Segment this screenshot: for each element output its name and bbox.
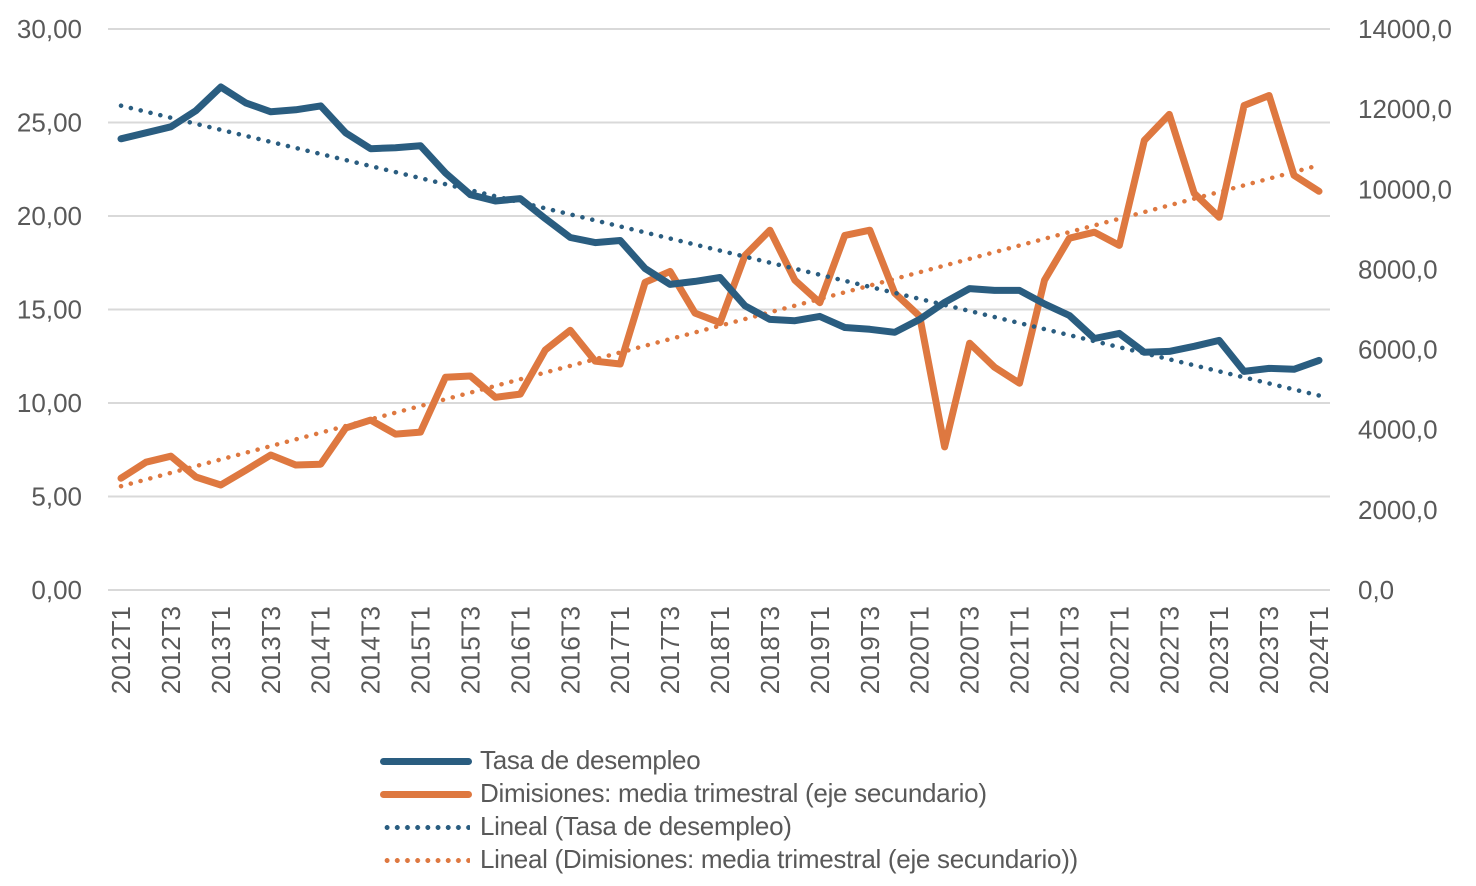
legend-label: Tasa de desempleo xyxy=(480,745,701,775)
legend-item-unemployment: Tasa de desempleo xyxy=(380,744,1078,777)
legend-label: Lineal (Tasa de desempleo) xyxy=(480,811,792,841)
y2-tick-label: 8000,0 xyxy=(1358,254,1438,284)
legend-item-unemployment-trend: Lineal (Tasa de desempleo) xyxy=(380,810,1078,843)
y-tick-label: 5,00 xyxy=(31,482,82,512)
x-tick-label: 2016T1 xyxy=(505,606,535,694)
x-tick-label: 2024T1 xyxy=(1304,606,1334,694)
y2-tick-label: 6000,0 xyxy=(1358,335,1438,365)
y-tick-label: 0,00 xyxy=(31,575,82,605)
series-1 xyxy=(117,92,1323,489)
y-tick-label: 10,00 xyxy=(17,388,82,418)
x-tick-label: 2020T1 xyxy=(905,606,935,694)
y-tick-label: 25,00 xyxy=(17,108,82,138)
x-tick-label: 2023T1 xyxy=(1204,606,1234,694)
x-tick-label: 2018T3 xyxy=(755,606,785,694)
x-tick-label: 2013T3 xyxy=(256,606,286,694)
legend-item-resignations-trend: Lineal (Dimisiones: media trimestral (ej… xyxy=(380,843,1078,876)
y2-tick-label: 0,0 xyxy=(1358,575,1394,605)
legend-swatch-solid-blue xyxy=(380,755,472,767)
y-tick-label: 30,00 xyxy=(17,14,82,44)
x-tick-label: 2018T1 xyxy=(705,606,735,694)
series-2 xyxy=(118,103,1322,398)
legend-item-resignations: Dimisiones: media trimestral (eje secund… xyxy=(380,777,1078,810)
x-tick-label: 2014T3 xyxy=(356,606,386,694)
series-0 xyxy=(117,83,1323,375)
chart: 0,00 5,00 10,00 15,00 20,00 25,00 30,00 0,0 200… xyxy=(17,14,1452,694)
y2-tick-label: 14000,0 xyxy=(1358,14,1452,44)
y-tick-label: 15,00 xyxy=(17,295,82,325)
x-tick-label: 2015T1 xyxy=(406,606,436,694)
x-tick-label: 2019T3 xyxy=(855,606,885,694)
x-tick-label: 2015T3 xyxy=(455,606,485,694)
y-axis-secondary: 0,0 2000,0 4000,0 6000,0 8000,0 10000,0 12000,… xyxy=(1358,14,1452,605)
y2-tick-label: 10000,0 xyxy=(1358,174,1452,204)
y2-tick-label: 12000,0 xyxy=(1358,94,1452,124)
legend-label: Lineal (Dimisiones: media trimestral (ej… xyxy=(480,844,1078,874)
x-tick-label: 2017T1 xyxy=(605,606,635,694)
x-tick-label: 2019T1 xyxy=(805,606,835,694)
legend-swatch-dotted-orange xyxy=(380,854,472,866)
x-tick-label: 2014T1 xyxy=(306,606,336,694)
series-line xyxy=(117,92,1323,489)
y2-tick-label: 4000,0 xyxy=(1358,415,1438,445)
x-tick-label: 2022T3 xyxy=(1154,606,1184,694)
series-layer xyxy=(117,83,1323,489)
x-tick-label: 2012T1 xyxy=(106,606,136,694)
x-tick-label: 2021T1 xyxy=(1005,606,1035,694)
y-tick-label: 20,00 xyxy=(17,201,82,231)
legend-swatch-dotted-blue xyxy=(380,821,472,833)
x-tick-label: 2017T3 xyxy=(655,606,685,694)
series-line xyxy=(117,83,1323,375)
y-axis-primary: 0,00 5,00 10,00 15,00 20,00 25,00 30,00 xyxy=(17,14,82,605)
x-tick-label: 2016T3 xyxy=(555,606,585,694)
legend-swatch-solid-orange xyxy=(380,788,472,800)
x-axis: 2012T1 2012T3 2013T1 2013T3 2014T1 2014T3 2015… xyxy=(106,606,1334,694)
x-tick-label: 2020T3 xyxy=(955,606,985,694)
x-tick-label: 2012T3 xyxy=(156,606,186,694)
x-tick-label: 2013T1 xyxy=(206,606,236,694)
x-tick-label: 2022T1 xyxy=(1104,606,1134,694)
y2-tick-label: 2000,0 xyxy=(1358,495,1438,525)
x-tick-label: 2023T3 xyxy=(1254,606,1284,694)
legend-label: Dimisiones: media trimestral (eje secund… xyxy=(480,778,987,808)
trend-line xyxy=(118,103,1322,398)
x-tick-label: 2021T3 xyxy=(1054,606,1084,694)
legend: Tasa de desempleo Dimisiones: media trim… xyxy=(380,744,1078,876)
gridlines xyxy=(108,28,1330,591)
